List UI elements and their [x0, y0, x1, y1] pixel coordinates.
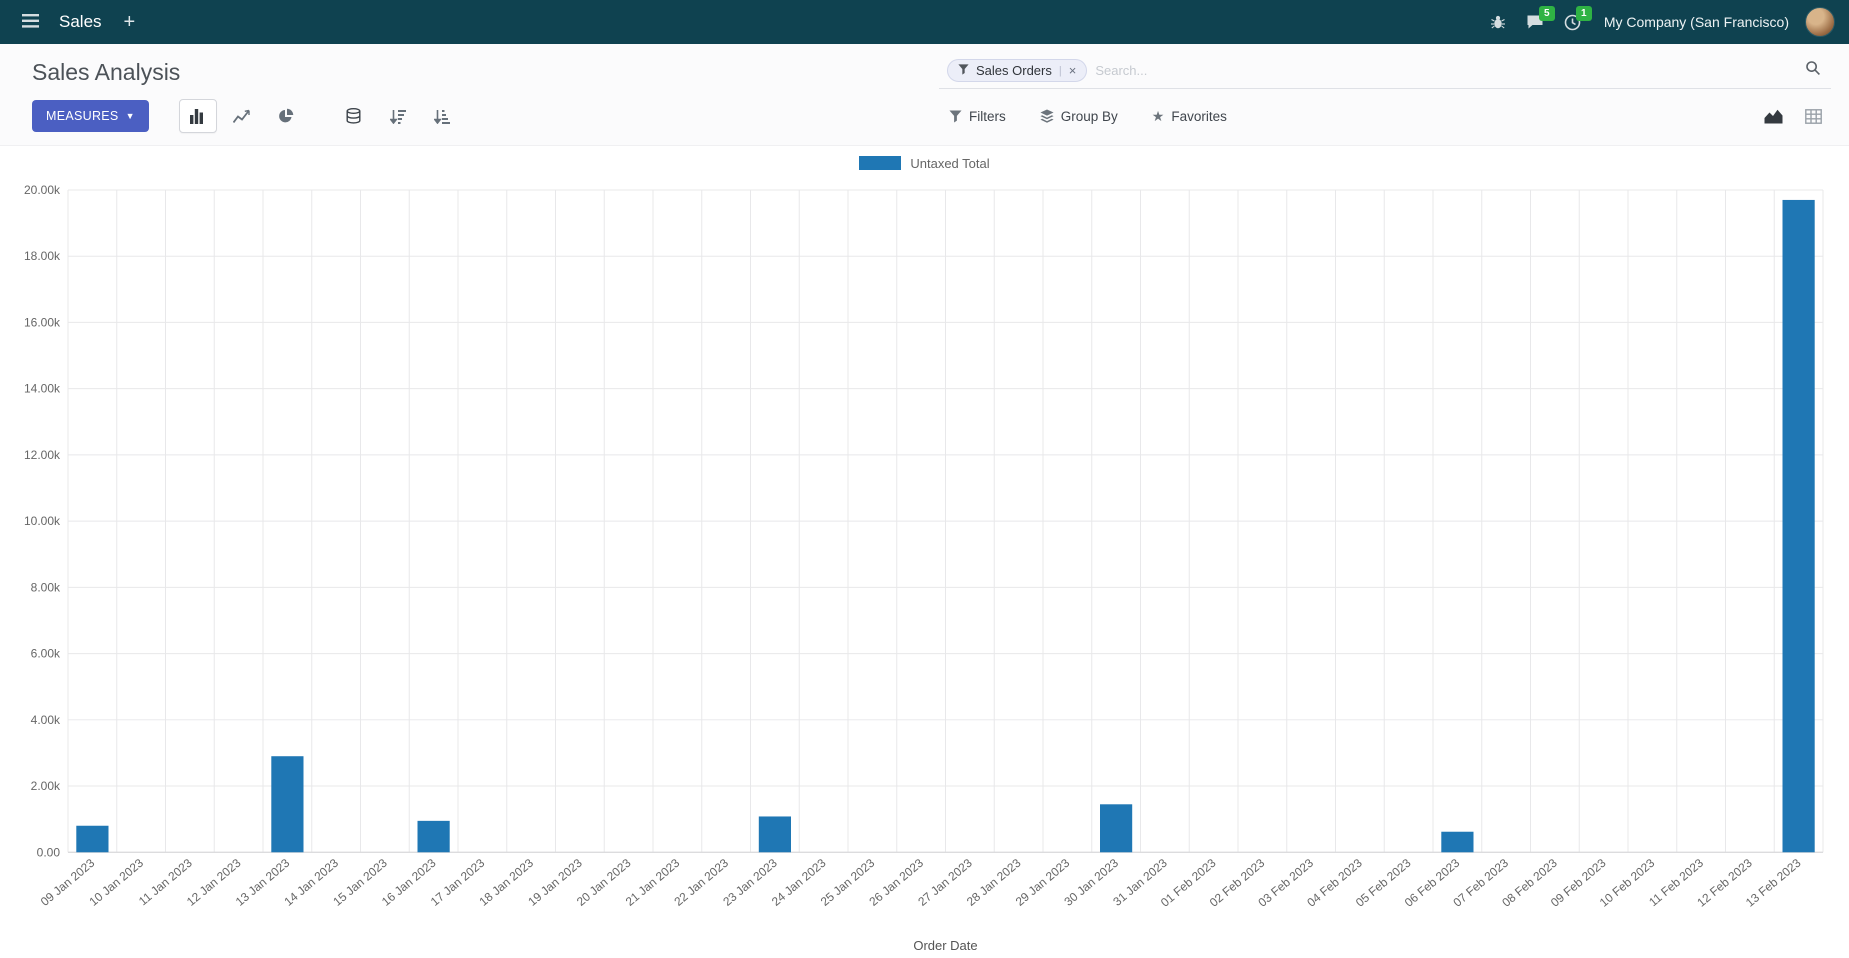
y-axis-tick-label: 0.00	[37, 845, 61, 859]
activities-badge: 1	[1575, 5, 1592, 21]
filters-funnel-icon	[949, 109, 962, 123]
bar-chart[interactable]: 0.00 2.00k 4.00k 6.00k 8.00k 10.00k 12.00k 14.0…	[0, 176, 1849, 958]
bar[interactable]	[271, 756, 304, 853]
legend-label: Untaxed Total	[910, 155, 990, 171]
search-facet-label: Sales Orders	[976, 63, 1052, 78]
y-axis-tick-label: 10.00k	[24, 514, 60, 528]
top-navbar: Sales + 5 1 My Company (San Francisco)	[0, 0, 1849, 44]
sort-ascending-button[interactable]	[423, 99, 461, 133]
y-axis-tick-label: 2.00k	[31, 779, 60, 793]
favorites-star-icon: ★	[1151, 108, 1165, 124]
user-avatar[interactable]	[1805, 7, 1835, 37]
pivot-view-switch-button[interactable]	[1795, 100, 1831, 132]
y-axis-tick-label: 12.00k	[24, 448, 60, 462]
page-title: Sales Analysis	[32, 59, 181, 85]
filter-funnel-icon	[958, 63, 969, 78]
search-input[interactable]	[1095, 63, 1797, 78]
company-switcher[interactable]: My Company (San Francisco)	[1603, 14, 1789, 30]
legend-item[interactable]: Untaxed Total	[0, 150, 1849, 176]
sort-descending-button[interactable]	[379, 99, 417, 133]
facet-remove-icon[interactable]: ×	[1068, 63, 1077, 78]
favorites-label: Favorites	[1171, 108, 1227, 124]
facet-separator: |	[1058, 64, 1062, 77]
favorites-button[interactable]: ★ Favorites	[1142, 101, 1237, 132]
bar[interactable]	[76, 825, 109, 853]
bar[interactable]	[417, 820, 450, 853]
chart-option-group	[335, 99, 461, 133]
control-panel: Sales Analysis Sales Orders | × MEASURES…	[0, 44, 1849, 146]
view-switchers	[1755, 100, 1831, 132]
search-bar[interactable]: Sales Orders | ×	[939, 56, 1831, 89]
group-by-layers-icon	[1040, 109, 1054, 123]
y-axis-tick-label: 6.00k	[31, 647, 60, 661]
line-chart-type-button[interactable]	[223, 99, 261, 133]
stacked-toggle-button[interactable]	[335, 99, 373, 133]
y-axis-tick-label: 8.00k	[31, 580, 60, 594]
measures-label: MEASURES	[46, 109, 119, 123]
filters-label: Filters	[969, 108, 1006, 124]
search-magnifier-icon[interactable]	[1805, 60, 1821, 81]
y-axis-tick-label: 16.00k	[24, 315, 60, 329]
apps-menu-button[interactable]	[14, 8, 47, 37]
x-axis-title: Order Date	[913, 938, 977, 953]
filters-button[interactable]: Filters	[939, 101, 1016, 132]
graph-view-switch-button[interactable]	[1755, 100, 1791, 132]
x-axis-tick-label: 10 Jan 2023	[86, 856, 146, 909]
bar[interactable]	[1782, 199, 1815, 853]
measures-button[interactable]: MEASURES ▼	[32, 100, 149, 132]
chart-type-group	[178, 99, 305, 133]
bar[interactable]	[758, 816, 791, 853]
y-axis-tick-label: 14.00k	[24, 382, 60, 396]
activities-clock-icon[interactable]: 1	[1557, 5, 1592, 37]
caret-down-icon: ▼	[125, 110, 135, 121]
bar-chart-type-button[interactable]	[178, 99, 217, 133]
search-options: Filters Group By ★ Favorites	[939, 100, 1831, 132]
bar[interactable]	[1441, 831, 1474, 853]
debug-bug-icon[interactable]	[1483, 8, 1513, 36]
messages-badge: 5	[1538, 6, 1555, 21]
y-axis-tick-label: 4.00k	[31, 713, 60, 727]
y-axis-tick-label: 18.00k	[24, 249, 60, 263]
bar[interactable]	[1100, 804, 1133, 853]
new-tab-plus-button[interactable]: +	[123, 10, 136, 33]
messages-icon[interactable]: 5	[1519, 6, 1555, 36]
pie-chart-type-button[interactable]	[267, 99, 305, 133]
app-name[interactable]: Sales	[59, 12, 102, 31]
group-by-button[interactable]: Group By	[1030, 101, 1128, 132]
graph-view: Untaxed Total 0.00 2.00k 4.00k 6.00k 8.00k 10…	[0, 146, 1849, 958]
search-facet[interactable]: Sales Orders | ×	[947, 59, 1088, 82]
hamburger-icon	[22, 13, 39, 31]
y-axis-tick-label: 20.00k	[24, 183, 60, 197]
legend-swatch	[859, 156, 902, 170]
group-by-label: Group By	[1060, 108, 1118, 124]
